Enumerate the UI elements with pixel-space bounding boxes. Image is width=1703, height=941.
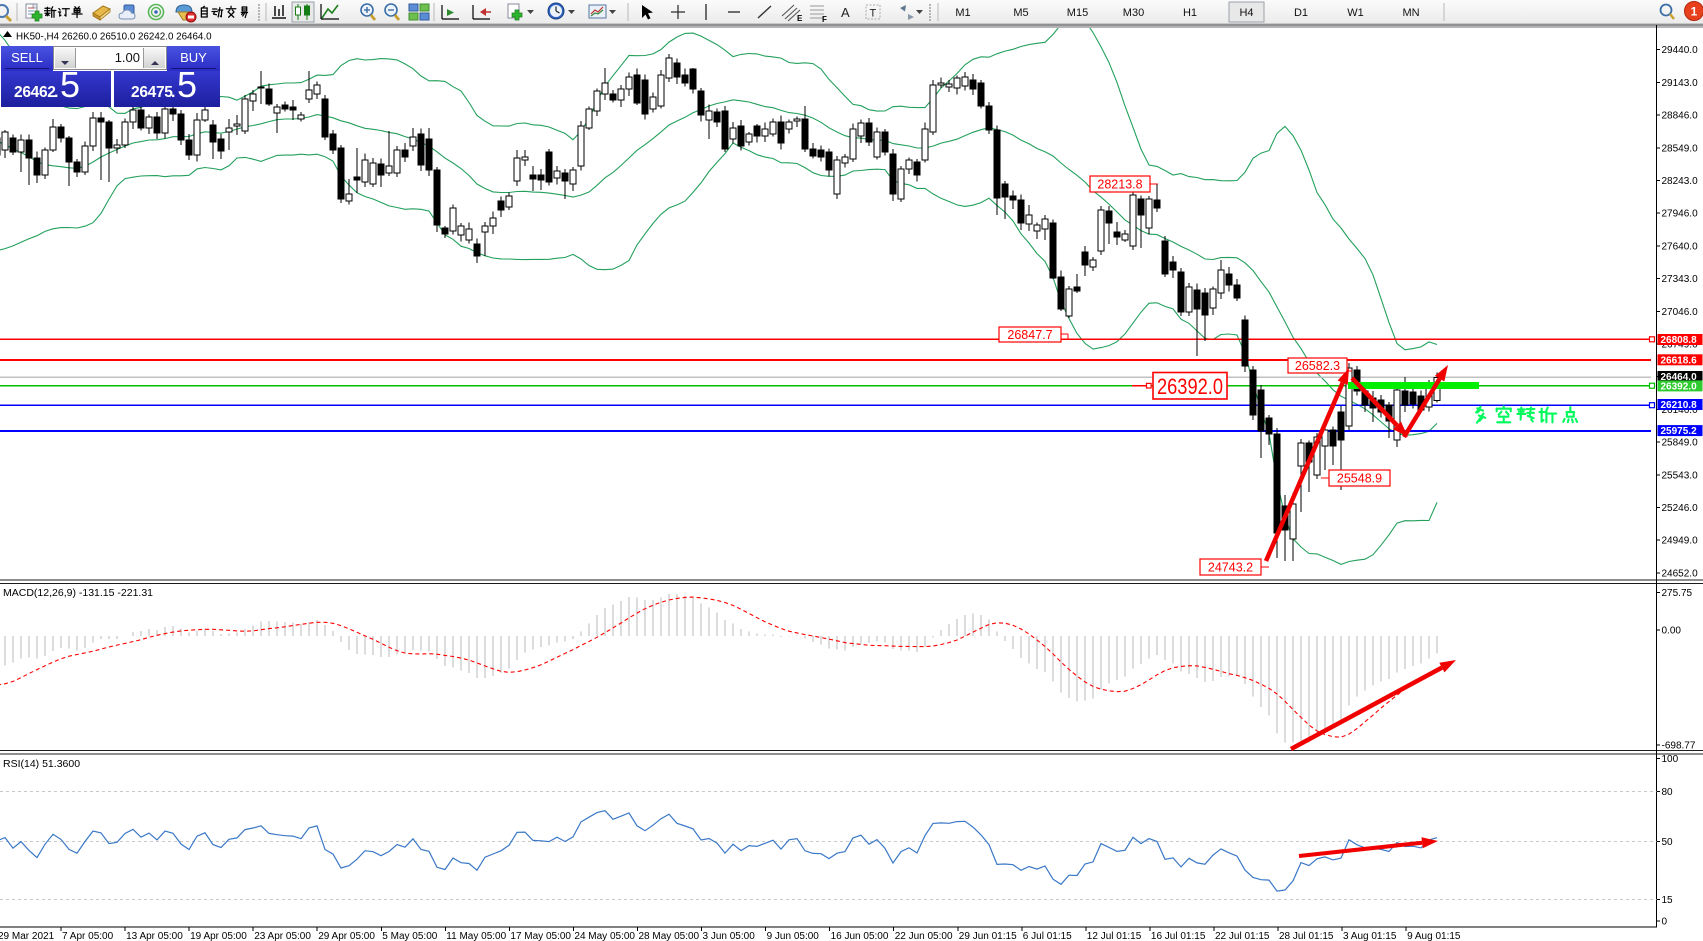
- svg-text:24 May 05:00: 24 May 05:00: [574, 931, 635, 941]
- svg-text:12 Jul 01:15: 12 Jul 01:15: [1087, 931, 1142, 941]
- svg-text:E: E: [797, 14, 803, 23]
- svg-text:26847.7: 26847.7: [1007, 328, 1052, 342]
- svg-text:25849.0: 25849.0: [1662, 438, 1699, 449]
- svg-text:6 Jul 01:15: 6 Jul 01:15: [1023, 931, 1072, 941]
- svg-text:MN: MN: [1402, 7, 1419, 19]
- svg-text:A: A: [841, 5, 850, 20]
- svg-text:5 May 05:00: 5 May 05:00: [382, 931, 437, 941]
- svg-text:16 Jun 05:00: 16 Jun 05:00: [831, 931, 889, 941]
- svg-text:27343.0: 27343.0: [1662, 274, 1699, 285]
- svg-text:-698.77: -698.77: [1662, 741, 1696, 752]
- svg-text:27946.0: 27946.0: [1662, 209, 1699, 220]
- svg-text:16 Jul 01:15: 16 Jul 01:15: [1151, 931, 1206, 941]
- svg-text:275.75: 275.75: [1662, 588, 1693, 599]
- svg-text:11 May 05:00: 11 May 05:00: [446, 931, 506, 941]
- svg-text:7 Apr 05:00: 7 Apr 05:00: [62, 931, 114, 941]
- svg-text:25975.2: 25975.2: [1661, 426, 1698, 437]
- svg-text:0.00: 0.00: [1662, 626, 1682, 637]
- svg-text:29 Apr 05:00: 29 Apr 05:00: [318, 931, 375, 941]
- svg-text:H1: H1: [1183, 7, 1197, 19]
- svg-text:M5: M5: [1013, 7, 1028, 19]
- svg-text:13 Apr 05:00: 13 Apr 05:00: [126, 931, 183, 941]
- svg-text:9 Aug 01:15: 9 Aug 01:15: [1407, 931, 1461, 941]
- svg-text:H4: H4: [1239, 7, 1253, 19]
- svg-text:29143.0: 29143.0: [1662, 78, 1699, 89]
- svg-text:28 May 05:00: 28 May 05:00: [639, 931, 700, 941]
- svg-text:25548.9: 25548.9: [1337, 472, 1382, 486]
- svg-text:29 Jun 01:15: 29 Jun 01:15: [959, 931, 1017, 941]
- svg-text:26582.3: 26582.3: [1295, 359, 1340, 373]
- svg-text:28243.0: 28243.0: [1662, 176, 1699, 187]
- svg-text:17 May 05:00: 17 May 05:00: [510, 931, 571, 941]
- svg-text:26618.6: 26618.6: [1661, 355, 1698, 366]
- svg-text:28213.8: 28213.8: [1097, 178, 1142, 192]
- svg-text:25246.0: 25246.0: [1662, 503, 1699, 514]
- svg-text:1: 1: [1691, 5, 1698, 19]
- svg-text:RSI(14) 51.3600: RSI(14) 51.3600: [3, 758, 80, 770]
- svg-text:28549.0: 28549.0: [1662, 143, 1699, 154]
- svg-text:M15: M15: [1067, 7, 1088, 19]
- svg-text:24949.0: 24949.0: [1662, 536, 1699, 547]
- svg-text:19 Apr 05:00: 19 Apr 05:00: [190, 931, 247, 941]
- svg-text:MACD(12,26,9) -131.15 -221.31: MACD(12,26,9) -131.15 -221.31: [3, 587, 153, 599]
- svg-text:M30: M30: [1123, 7, 1144, 19]
- svg-text:M1: M1: [955, 7, 970, 19]
- svg-text:28846.0: 28846.0: [1662, 111, 1699, 122]
- svg-text:25543.0: 25543.0: [1662, 470, 1699, 481]
- svg-text:26146.0: 26146.0: [1662, 405, 1699, 416]
- svg-text:9 Jun 05:00: 9 Jun 05:00: [767, 931, 820, 941]
- svg-text:0: 0: [1662, 917, 1668, 928]
- svg-text:26392.0: 26392.0: [1661, 382, 1698, 393]
- svg-text:3 Aug 01:15: 3 Aug 01:15: [1343, 931, 1397, 941]
- svg-text:F: F: [822, 15, 827, 24]
- svg-text:27046.0: 27046.0: [1662, 307, 1699, 318]
- svg-text:27640.0: 27640.0: [1662, 241, 1699, 252]
- svg-text:T: T: [870, 8, 877, 20]
- svg-text:80: 80: [1662, 787, 1674, 798]
- svg-text:24743.2: 24743.2: [1208, 561, 1253, 575]
- svg-text:22 Jul 01:15: 22 Jul 01:15: [1215, 931, 1270, 941]
- svg-text:26210.8: 26210.8: [1661, 400, 1698, 411]
- svg-text:23 Apr 05:00: 23 Apr 05:00: [254, 931, 311, 941]
- svg-text:22 Jun 05:00: 22 Jun 05:00: [895, 931, 953, 941]
- svg-text:24652.0: 24652.0: [1662, 568, 1699, 579]
- svg-text:26392.0: 26392.0: [1157, 374, 1223, 399]
- svg-text:W1: W1: [1347, 7, 1364, 19]
- svg-text:29 Mar 2021: 29 Mar 2021: [0, 931, 55, 941]
- svg-text:26464.0: 26464.0: [1661, 372, 1698, 383]
- svg-text:D1: D1: [1294, 7, 1308, 19]
- svg-text:29440.0: 29440.0: [1662, 45, 1699, 56]
- svg-text:28 Jul 01:15: 28 Jul 01:15: [1279, 931, 1334, 941]
- svg-text:26808.8: 26808.8: [1661, 335, 1698, 346]
- svg-text:3 Jun 05:00: 3 Jun 05:00: [703, 931, 756, 941]
- svg-text:100: 100: [1662, 754, 1679, 765]
- svg-text:15: 15: [1662, 895, 1674, 906]
- svg-text:HK50-,H4 26260.0 26510.0 2624: HK50-,H4 26260.0 26510.0 26242.0 26464.0: [16, 32, 212, 43]
- svg-text:50: 50: [1662, 837, 1674, 848]
